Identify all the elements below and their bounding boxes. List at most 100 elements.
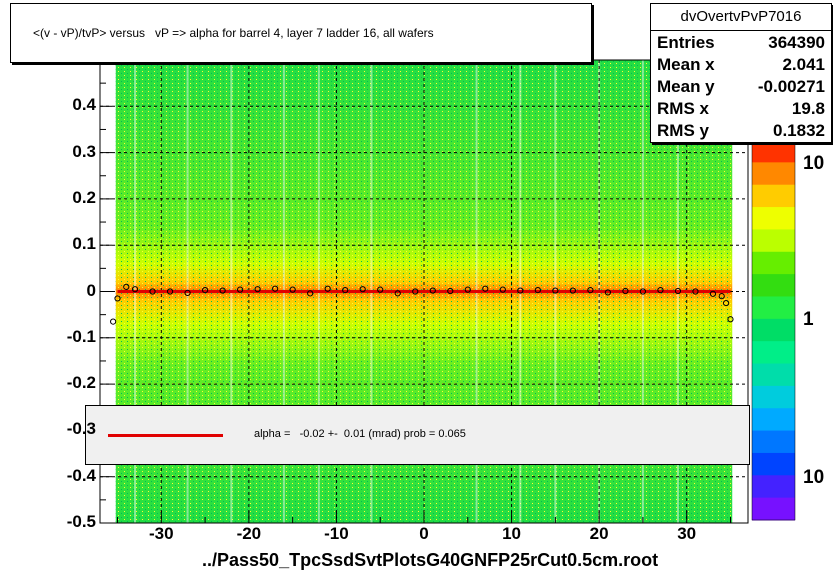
y-tick-label: -0.5 [66,512,96,531]
profile-point [674,287,682,295]
profile-point [482,285,489,292]
profile-point [131,286,139,293]
palette-cell [752,475,795,499]
profile-point [324,285,331,292]
profile-point [639,288,647,295]
stats-entries-label: Entries [657,33,715,52]
profile-point [587,287,594,294]
profile-point [517,287,524,294]
chart-title: <(v - vP)/tvP> versus vP => alpha for ba… [33,26,434,40]
stats-mean-y-label: Mean y [657,77,715,96]
profile-point [718,293,725,300]
stats-box: dvOvertvPvP7016 Entries 364390 Mean x 2.… [650,3,832,143]
x-tick-label: -20 [236,524,262,543]
profile-point [429,287,436,294]
palette-cell [752,274,795,297]
y-tick-label: 0.4 [72,95,96,115]
stats-mean-x-value: 2.041 [782,55,825,74]
profile-point [447,287,454,295]
profile-point [377,286,384,293]
profile-point [123,283,130,290]
stats-entries-value: 364390 [768,33,825,52]
palette-cell [752,207,795,230]
z-tick-label: 10 [803,153,825,174]
profile-point [569,287,576,294]
profile-point [289,286,296,293]
x-axis-title: ../Pass50_TpcSsdSvtPlotsG40GNFP25rCut0.5… [202,550,659,570]
profile-point [254,286,261,293]
stats-mean-y: Mean y -0.00271 [657,77,825,99]
y-tick-label: -0.2 [66,373,96,393]
stats-rms-x: RMS x 19.8 [657,99,825,121]
palette-cell [752,497,795,521]
stats-rms-y-label: RMS y [657,121,709,140]
profile-point [692,288,699,295]
palette-cell [752,140,795,163]
profile-point [307,290,314,297]
palette-cell [752,408,795,432]
palette-cell [752,229,795,253]
stats-rms-x-label: RMS x [657,99,709,118]
palette-cell [752,251,795,275]
z-tick-label: 1 [803,309,814,330]
palette-cell [752,452,795,476]
palette-cell [752,363,795,387]
profile-point [604,289,611,296]
profile-point [552,287,559,294]
profile-point [272,285,279,292]
title-box: <(v - vP)/tvP> versus vP => alpha for ba… [10,3,592,63]
y-tick-label: 0.2 [72,187,96,207]
x-tick-label: 20 [589,524,609,543]
fit-legend-text: alpha = -0.02 +- 0.01 (mrad) prob = 0.06… [254,428,466,440]
stats-mean-x-label: Mean x [657,55,715,74]
profile-point [110,318,117,325]
y-tick-label: -0.1 [66,326,96,346]
x-tick-label: -30 [149,524,174,543]
profile-point [219,287,226,294]
fit-legend-line [108,434,223,437]
profile-point [166,288,174,295]
stats-hist-name: dvOvertvPvP7016 [651,4,831,31]
x-tick-label: -10 [324,524,349,543]
palette-cell [752,341,795,365]
y-tick-label: 0.1 [72,234,96,254]
y-tick-label: -0.4 [66,465,96,485]
profile-point [342,287,349,294]
palette-cell [752,318,795,342]
profile-point [359,286,366,293]
profile-point [201,287,209,294]
stats-rms-y-value: 0.1832 [773,121,825,140]
profile-point [622,287,629,295]
profile-point [499,286,506,293]
profile-point [184,289,191,296]
profile-point [114,295,121,302]
palette-cell [752,162,795,186]
palette-cell [752,430,795,454]
palette-cell [752,184,795,208]
profile-point [709,290,717,297]
stats-rms-y: RMS y 0.1832 [657,121,825,143]
y-tick-label: 0 [86,280,96,300]
profile-point [464,286,471,293]
x-tick-label: 0 [419,524,429,543]
stats-mean-x: Mean x 2.041 [657,55,825,77]
profile-point [727,316,734,323]
palette-cell [752,385,795,409]
y-tick-label: -0.3 [66,419,96,439]
profile-point [149,288,156,295]
stats-mean-y-value: -0.00271 [757,77,825,96]
stats-rms-x-value: 19.8 [791,99,825,118]
x-tick-label: 10 [502,524,522,543]
z-tick-label: 10 [803,467,825,488]
y-tick-label: 0.3 [72,141,96,161]
stats-entries: Entries 364390 [657,33,825,55]
profile-point [394,290,401,297]
fit-legend-box: alpha = -0.02 +- 0.01 (mrad) prob = 0.06… [85,405,750,465]
profile-point [534,287,541,294]
profile-point [723,299,730,307]
profile-point [657,287,664,294]
profile-point [412,288,419,295]
profile-point [237,286,244,293]
x-tick-label: 30 [677,524,697,543]
